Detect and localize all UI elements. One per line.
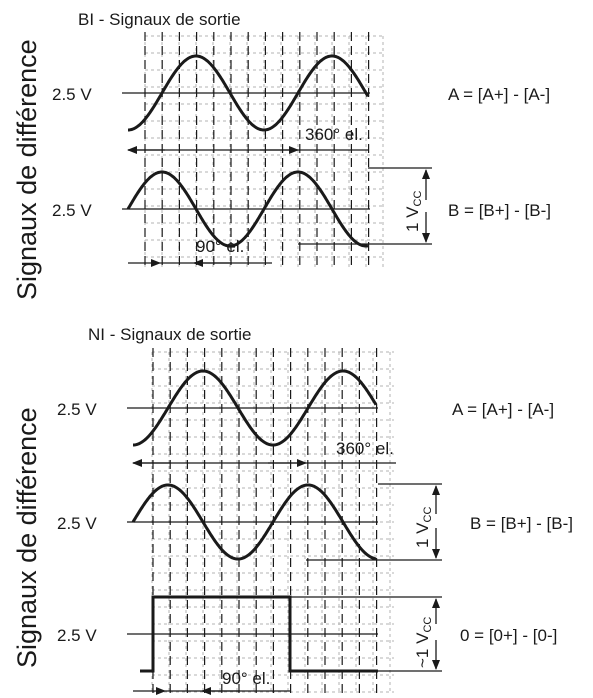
ni-eq-a: A = [A+] - [A-] [452,400,554,419]
bi-eq-b: B = [B+] - [B-] [448,201,551,220]
ni-wave-b [131,483,377,561]
bi-section: BI - Signaux de sortie Signaux de différ… [12,10,551,300]
ni-title: NI - Signaux de sortie [88,325,251,344]
ni-eq-0: 0 = [0+] - [0-] [460,626,557,645]
ni-period-label: 360° el. [336,439,394,458]
ni-a-ref-label: 2.5 V [57,400,97,419]
bi-phase-dashes [144,32,370,270]
bi-b-ref-label: 2.5 V [52,201,92,220]
bi-side-label: Signaux de différence [12,39,42,300]
bi-title: BI - Signaux de sortie [78,10,241,29]
bi-phase-label: 90° el. [196,237,244,256]
ni-section: NI - Signaux de sortie Signaux de différ… [12,325,573,696]
ni-b-ref-label: 2.5 V [57,514,97,533]
ni-0-ref-label: 2.5 V [57,626,97,645]
bi-grid [144,35,384,268]
ni-eq-b: B = [B+] - [B-] [470,514,573,533]
ni-wave-a [133,369,378,447]
bi-amp-label: 1 VCC [403,191,424,232]
bi-eq-a: A = [A+] - [A-] [448,85,550,104]
ni-amp0-label: ~1 VCC [413,617,434,668]
bi-a-ref-label: 2.5 V [52,85,92,104]
ni-phase-label: 90° el. [222,669,270,688]
ni-side-label: Signaux de différence [12,407,42,668]
bi-wave-b [126,170,369,248]
bi-wave-a [128,54,370,132]
ni-pulse-0 [140,595,378,673]
bi-period-label: 360° el. [305,125,363,144]
ni-amp-label: 1 VCC [413,507,434,548]
